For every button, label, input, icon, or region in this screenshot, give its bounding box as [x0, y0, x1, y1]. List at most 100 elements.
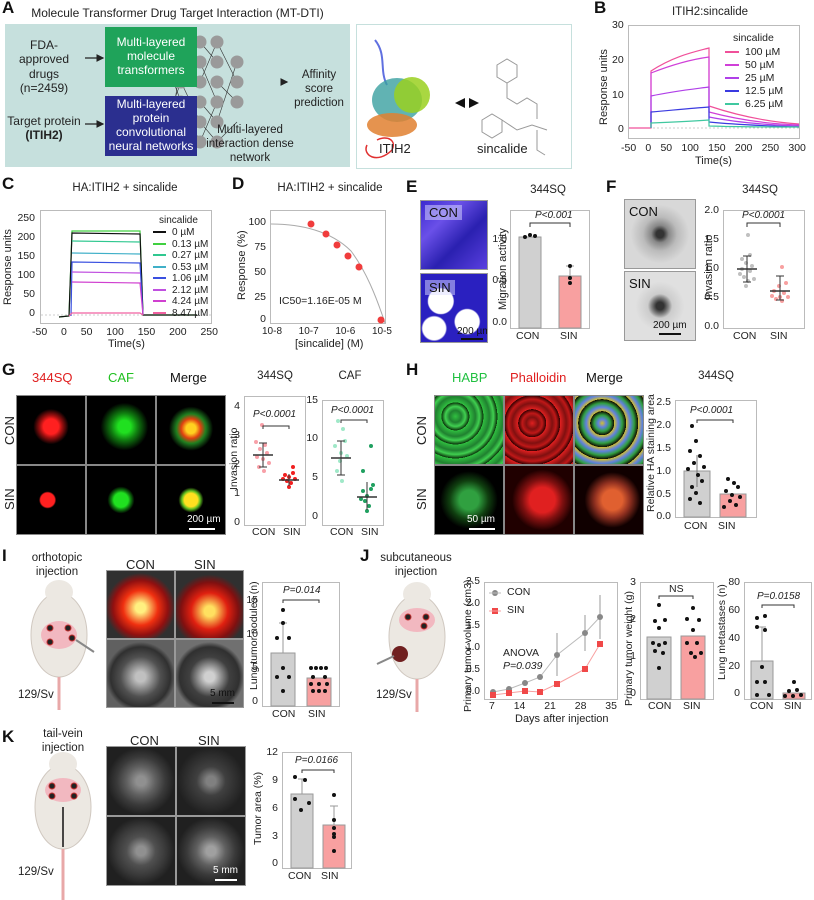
y-tick: 3 [234, 429, 240, 441]
y-tick: 1.5 [656, 442, 671, 454]
chart-k-bars [290, 769, 346, 869]
y-tick: 100 [248, 216, 266, 228]
g-con-merge [156, 395, 226, 465]
x-tick: 250 [761, 142, 780, 154]
input-drugs: FDA-approved drugs (n=2459) [5, 38, 83, 96]
i-model-label: orthotopic injection [22, 552, 92, 580]
chart-c-title: HA:ITIH2 + sincalide [72, 182, 178, 194]
input-protein-line: (ITIH2) [25, 128, 63, 143]
x-tick: 10-5 [371, 326, 392, 337]
y-tick: 50 [254, 266, 266, 278]
panel-label-c: C [2, 174, 15, 193]
migration-image-con: CON [420, 200, 488, 270]
x-tick: CON [516, 330, 540, 342]
chart-b-title: ITIH2:sincalide [671, 6, 749, 18]
h-sin-merge [574, 465, 644, 535]
chart-j1-yticks: 2.5 2.0 1.5 1.0 0.5 0.0 [462, 576, 482, 701]
chart-c-legend: 0 µM 0.13 µM 0.27 µM 0.53 µM 1.06 µM 2.1… [153, 227, 208, 319]
legend-item: 100 µM [725, 46, 783, 59]
protein-label: ITIH2 [379, 141, 411, 156]
row-label: CON [2, 416, 17, 445]
chart-g1-yticks: 4 3 2 1 0 [230, 400, 242, 528]
chart-g1-title: 344SQ [257, 370, 293, 382]
chart-d-plot: IC50=1.16E-05 M [270, 210, 386, 324]
x-tick: SIN [718, 520, 736, 532]
h-con-phalloidin [504, 395, 574, 465]
y-tick: 0.0 [704, 320, 719, 332]
y-tick: 1.0 [656, 465, 671, 477]
p-value-annotation: P=0.0166 [295, 755, 339, 766]
g-con-344sq [16, 395, 86, 465]
chart-g2-plot: P<0.0001 [322, 400, 384, 526]
legend-label: CON [507, 586, 531, 598]
x-tick: CON [272, 708, 296, 720]
x-tick: 150 [137, 326, 156, 338]
y-tick: 150 [17, 250, 35, 262]
g-sin-344sq [16, 465, 86, 535]
input-protein: Target protein (ITIH2) [5, 114, 83, 143]
legend-label: 12.5 µM [745, 85, 784, 97]
dense-network-label: Multi-layered interaction dense network [206, 124, 294, 164]
ic50-annotation: IC50=1.16E-05 M [279, 295, 362, 307]
chart-j1-xticks: 7 14 21 28 35 [489, 700, 617, 712]
p-value-annotation: P=0.0158 [757, 591, 801, 602]
p-value-annotation: P<0.0001 [253, 409, 297, 420]
scale-bar-label: 5 mm [210, 688, 235, 699]
x-tick: SIN [308, 708, 326, 720]
x-tick: 28 [574, 700, 587, 712]
p-value-annotation: P<0.001 [535, 210, 573, 221]
model-line: injection [41, 741, 85, 754]
x-tick: 7 [489, 700, 495, 712]
structure-panel: ITIH2 sincalide [356, 24, 572, 169]
chart-e-yticks: 1.0 0.5 0.0 [491, 212, 509, 329]
x-tick: 100 [681, 142, 699, 154]
x-tick: SIN [770, 330, 788, 342]
chart-b-xlabel: Time(s) [695, 155, 732, 167]
x-tick: SIN [321, 870, 339, 882]
y-tick: 50 [23, 288, 35, 300]
affinity-output-label: Affinity score prediction [294, 69, 344, 109]
panel-label-i: I [2, 546, 7, 565]
image-label: CON [425, 205, 462, 220]
chart-h-plot: P<0.0001 [675, 400, 757, 518]
y-tick: 2.0 [704, 204, 719, 216]
row-label: CON [414, 416, 429, 445]
legend-item: 12.5 µM [725, 85, 783, 98]
y-tick: 10 [306, 432, 318, 444]
model-line: subcutaneous [380, 552, 452, 564]
chart-e-title: 344SQ [530, 184, 566, 196]
y-tick: 15 [306, 394, 318, 406]
p-value-annotation: P<0.0001 [742, 210, 786, 221]
x-tick: -50 [32, 326, 48, 338]
y-tick: 3 [630, 576, 636, 588]
y-tick: 0 [260, 313, 266, 325]
y-tick: 2.0 [466, 598, 480, 609]
chart-i-bars [270, 599, 332, 707]
model-line: tail-vein [43, 728, 83, 740]
y-tick: 20 [728, 660, 740, 672]
legend-label: 0.53 µM [172, 261, 209, 273]
legend-label: 0 µM [172, 227, 195, 238]
chart-c-xlabel: Time(s) [108, 338, 145, 350]
chart-j2-yticks: 3 2 1 0 [626, 576, 638, 701]
chart-j1-lines [489, 590, 603, 698]
y-tick: 1 [234, 487, 240, 499]
input-drugs-line: (n=2459) [19, 81, 69, 96]
chart-j1-xlabel: Days after injection [515, 713, 609, 725]
chart-d-xticks: 10-8 10-7 10-6 10-5 [262, 326, 392, 337]
y-tick: 10 [612, 89, 624, 101]
y-tick: 10 [246, 628, 258, 640]
y-tick: 40 [728, 632, 740, 644]
row-label: SIN [414, 488, 429, 510]
y-tick: 250 [17, 212, 35, 224]
y-tick: 0 [252, 695, 258, 707]
chart-i-ylabel: Lung tumor nodules (n) [248, 581, 260, 690]
y-tick: 9 [272, 774, 278, 786]
channel-label: 344SQ [32, 370, 73, 385]
x-tick: 10-7 [298, 326, 319, 337]
y-tick: 0.5 [704, 291, 719, 303]
scale-bar-label: 200 µm [457, 326, 488, 337]
chart-b-xticks: -50 0 50 100 150 200 250 300 [621, 142, 806, 154]
legend-item: 0.27 µM [153, 250, 208, 262]
mouse-subcutaneous-icon [376, 582, 446, 712]
